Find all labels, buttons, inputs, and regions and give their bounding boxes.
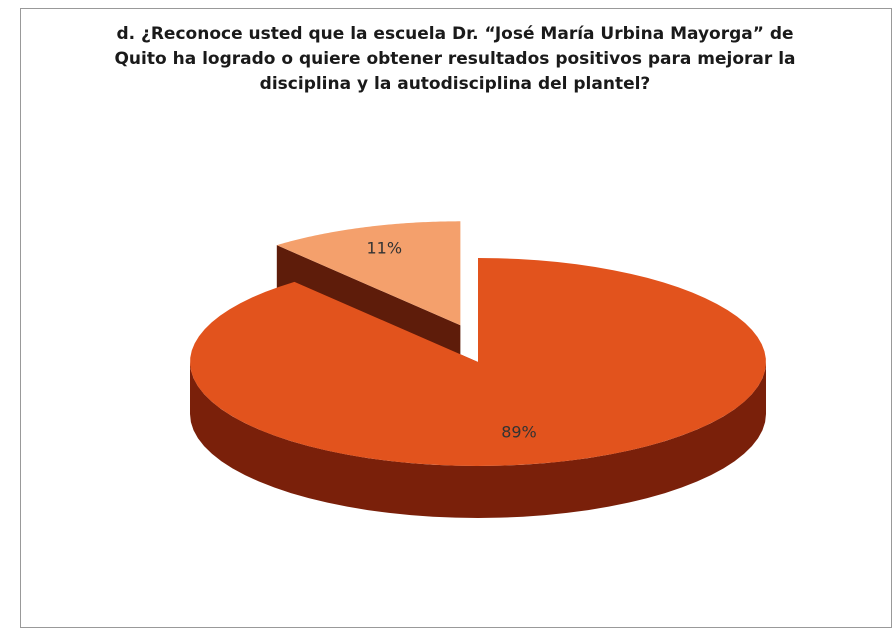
slice — [190, 258, 766, 466]
data-label: 11% — [367, 238, 403, 257]
data-label: 89% — [501, 423, 537, 442]
slice-side — [190, 362, 766, 518]
chart-title: d. ¿Reconoce usted que la escuela Dr. “J… — [114, 24, 796, 94]
slice — [276, 221, 461, 326]
chart-frame — [20, 8, 892, 628]
